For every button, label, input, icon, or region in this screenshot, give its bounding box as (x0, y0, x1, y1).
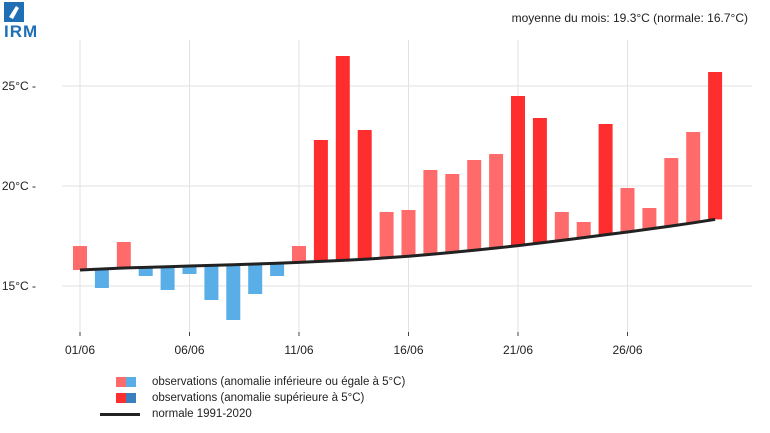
bar-day-2 (94, 269, 109, 288)
bar-day-13 (335, 56, 350, 261)
bar-day-20 (489, 154, 504, 248)
x-tick-label: 06/06 (174, 343, 204, 357)
bar-day-5 (160, 266, 175, 290)
legend-label: observations (anomalie inférieure ou éga… (152, 376, 406, 388)
y-tick-label: 20°C - (2, 179, 36, 193)
irm-logo (4, 2, 52, 42)
bar-day-3 (116, 242, 131, 268)
y-tick-label: 15°C - (2, 279, 36, 293)
bar-day-25 (598, 124, 613, 235)
bar-day-7 (204, 265, 219, 300)
bar-day-10 (270, 263, 285, 276)
bar-day-17 (423, 170, 438, 255)
bar-day-28 (664, 158, 679, 226)
bar-day-30 (708, 72, 723, 220)
legend-swatch-warm-small (116, 377, 126, 387)
legend-swatch-warm-large (116, 393, 126, 403)
normal-line (79, 217, 716, 272)
legend-label: observations (anomalie supérieure à 5°C) (152, 392, 365, 404)
legend-label: normale 1991-2020 (152, 408, 252, 420)
bar-day-27 (642, 208, 657, 229)
x-tick-label: 21/06 (503, 343, 533, 357)
bar-day-1 (73, 246, 87, 270)
legend-swatch-cold-large (126, 393, 136, 403)
bar-day-9 (248, 264, 263, 294)
bar-day-6 (182, 266, 197, 274)
bar-day-8 (226, 264, 241, 320)
bar-day-16 (401, 210, 416, 257)
logo-text: IRM (4, 22, 39, 41)
y-tick-label: 25°C - (2, 79, 36, 93)
x-tick-label: 16/06 (393, 343, 423, 357)
bar-day-4 (138, 267, 153, 276)
bar-day-21 (511, 96, 525, 246)
legend-swatch-normal-line (100, 413, 140, 416)
bar-day-14 (357, 130, 372, 260)
legend-swatch-cold-small (126, 377, 136, 387)
bar-day-29 (686, 132, 701, 223)
x-tick-label: 01/06 (65, 343, 95, 357)
x-tick-label: 11/06 (284, 343, 313, 357)
bar-day-15 (379, 212, 394, 258)
bar-day-11 (292, 246, 306, 263)
bar-day-22 (532, 118, 547, 243)
bar-day-23 (554, 212, 569, 241)
chart-subtitle: moyenne du mois: 19.3°C (normale: 16.7°C… (511, 11, 748, 25)
bar-day-19 (467, 160, 482, 251)
bar-day-26 (620, 188, 635, 232)
bar-day-12 (313, 140, 328, 262)
bar-day-24 (576, 222, 591, 238)
x-tick-label: 26/06 (612, 343, 642, 357)
temperature-chart: 15°C - 20°C - 25°C - 01/06 06/06 11/06 16/06 21… (2, 40, 752, 357)
bar-day-18 (445, 174, 460, 253)
irm-logo-mark-icon (4, 2, 24, 22)
